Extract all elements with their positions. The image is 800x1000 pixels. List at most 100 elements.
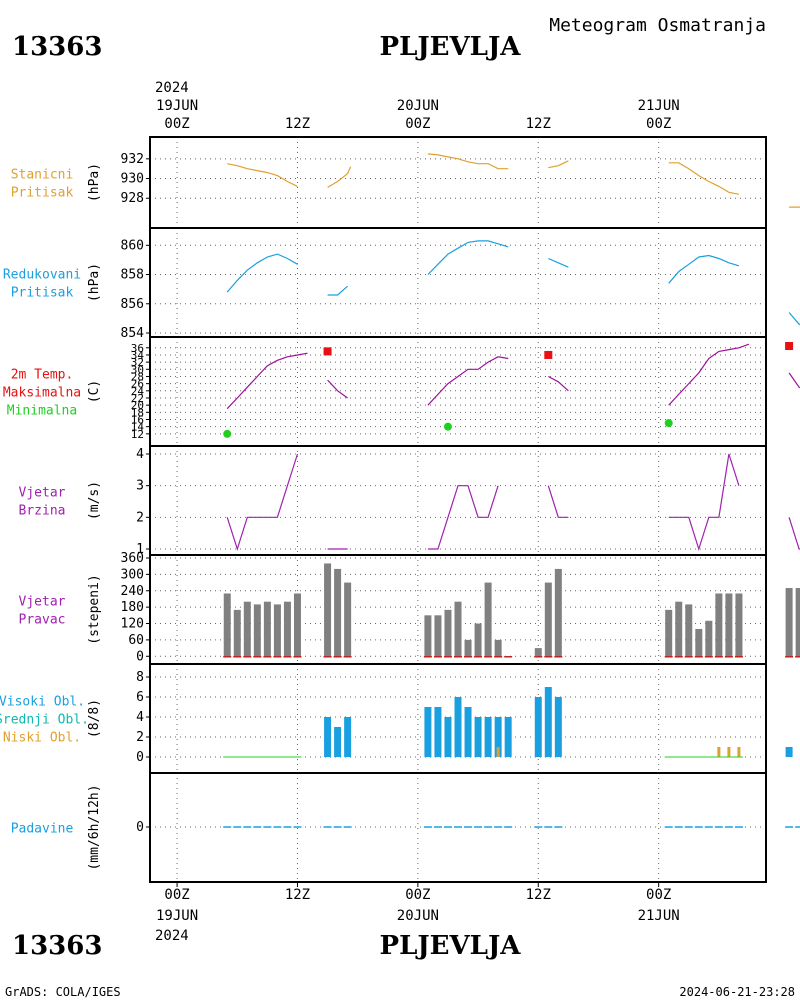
y-tick-label: 20 [131,399,144,412]
y-tick-label: 1 [136,542,144,557]
series-line [547,485,569,518]
panel-label: Vjetar [19,486,66,501]
min-temp-marker [443,422,452,431]
series-line [427,240,509,275]
wind-direction-bar [665,609,673,657]
product-title: Meteogram Osmatranja [549,15,766,36]
station-id-top: 13363 [12,32,102,62]
wind-direction-bar [795,588,800,657]
wind-direction-bar [685,604,693,657]
series-line [788,372,800,389]
wind-direction-bar [544,582,552,657]
y-tick-label: 2 [136,730,144,745]
series-line [788,312,800,326]
y-tick-label: 32 [131,356,144,369]
y-axis-label: (hPa) [87,263,102,302]
series-line [668,162,740,195]
panel-background [150,228,766,337]
wind-direction-bar [725,593,733,657]
series-line [327,166,352,188]
cloud-bar [474,717,482,757]
grads-credit: GrADS: COLA/IGES [5,985,121,999]
y-tick-label: 16 [131,413,144,426]
wind-direction-bar [324,563,332,657]
cloud-bar [444,717,452,757]
panel-oblacnost: 0 2 4 6 8 (8/8)Visoki Obl. Srednji Obl. Niski O… [0,663,793,774]
cloud-bar [494,717,502,757]
y-axis-label: (m/s) [87,481,102,520]
y-tick-label: 2 [136,510,144,525]
cloud-bar [334,727,342,757]
y-tick-label: 928 [121,191,144,206]
min-temp-marker [664,419,673,428]
y-tick-label: 120 [121,617,144,632]
max-temp-marker [785,342,794,350]
series-line [427,153,509,170]
cloud-bar [434,707,442,757]
max-temp-marker [323,347,332,356]
series-line [226,352,308,410]
wind-direction-bar [484,582,492,657]
time-tick-label: 12Z [526,887,551,903]
series-line [548,160,569,169]
time-tick-label: 00Z [646,116,671,132]
wind-direction-bar [785,588,793,657]
panel-label: Visoki Obl. [0,695,85,710]
series-line [548,375,569,392]
date-tick-label: 20JUN [397,98,439,114]
y-tick-label: 0 [136,820,144,835]
cloud-bar [504,717,512,757]
date-tick-label: 19JUN [156,908,198,924]
cloud-bar [344,717,352,757]
panel-label: Brzina [19,504,66,519]
series-line [789,206,800,208]
panel-label: Pravac [19,613,66,628]
cloud-bar [464,707,472,757]
wind-direction-bar [434,615,442,657]
wind-direction-bar [735,593,743,657]
series-line [668,254,740,284]
wind-direction-bar [283,601,291,657]
time-tick-label: 00Z [405,116,430,132]
panel-background [150,137,766,228]
panel-redukovani-pritisak: 854 856 858 860 (hPa) Redukovani Pritisak [3,227,800,341]
series-line [327,379,348,399]
wind-direction-bar [344,582,352,657]
wind-direction-bar [424,615,432,657]
wind-direction-bar [464,639,472,657]
time-tick-label: 12Z [526,116,551,132]
wind-direction-bar [233,609,241,657]
panel-label: Pritisak [11,186,74,201]
panel-label: Stanicni [11,168,74,183]
y-tick-label: 26 [131,378,144,391]
series-line [427,485,499,550]
wind-direction-bar [444,609,452,657]
panel-label: Minimalna [7,404,77,419]
y-axis-label: (stepeni) [87,574,102,644]
panel-background [150,337,766,446]
y-tick-label: 4 [136,447,144,462]
y-axis-label: (8/8) [87,699,102,738]
y-tick-label: 854 [121,326,145,341]
date-tick-label: 21JUN [638,908,680,924]
y-tick-label: 18 [131,406,144,419]
time-tick-label: 00Z [405,887,430,903]
y-tick-label: 36 [131,342,144,355]
wind-direction-bar [223,593,231,657]
year-label-top: 2024 [155,80,189,96]
panel-label: Padavine [11,822,74,837]
y-tick-label: 932 [121,152,144,167]
wind-direction-bar [243,601,251,657]
wind-direction-bar [334,568,342,657]
series-line [327,285,348,296]
date-tick-label: 20JUN [397,908,439,924]
cloud-bar [496,747,500,757]
cloud-bar [324,717,332,757]
panel-label: Maksimalna [3,386,81,401]
series-line [226,453,299,551]
series-line [548,257,569,268]
date-tick-label: 21JUN [638,98,680,114]
cloud-bar [727,747,731,757]
